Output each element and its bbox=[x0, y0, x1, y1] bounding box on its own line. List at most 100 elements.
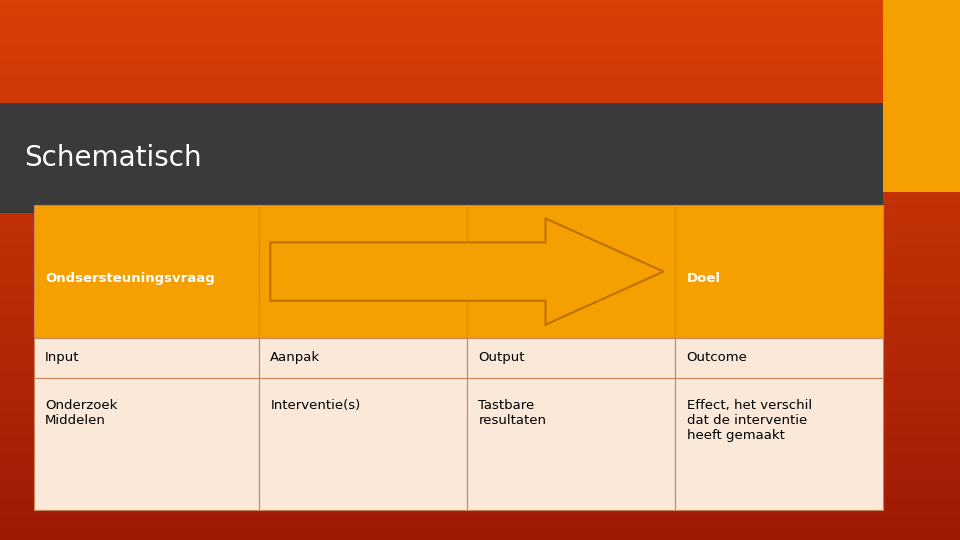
Bar bbox=[0, 494, 960, 497]
Bar bbox=[0, 524, 960, 526]
Bar bbox=[0, 122, 960, 124]
Bar bbox=[0, 286, 960, 289]
Bar bbox=[0, 497, 960, 500]
Bar bbox=[0, 462, 960, 464]
Bar bbox=[0, 227, 960, 229]
Bar bbox=[0, 297, 960, 300]
Bar bbox=[0, 70, 960, 73]
Bar bbox=[0, 405, 960, 408]
Bar bbox=[0, 14, 960, 16]
Bar bbox=[0, 354, 960, 356]
Bar bbox=[0, 213, 960, 216]
Bar bbox=[0, 491, 960, 494]
Bar bbox=[0, 219, 960, 221]
Text: Tastbare
resultaten: Tastbare resultaten bbox=[478, 399, 546, 427]
Bar bbox=[0, 500, 960, 502]
Bar bbox=[0, 189, 960, 192]
Bar bbox=[34, 338, 259, 377]
Bar bbox=[0, 208, 960, 211]
Text: Interventie(s): Interventie(s) bbox=[271, 399, 361, 412]
Bar bbox=[0, 54, 960, 57]
Bar bbox=[0, 76, 960, 78]
Bar bbox=[0, 472, 960, 475]
Bar bbox=[0, 416, 960, 418]
Bar bbox=[259, 338, 467, 377]
Bar bbox=[0, 481, 960, 483]
Bar bbox=[0, 127, 960, 130]
Bar bbox=[0, 459, 960, 462]
Bar bbox=[0, 86, 960, 89]
Bar bbox=[0, 502, 960, 505]
Bar bbox=[0, 81, 960, 84]
Bar bbox=[0, 46, 960, 49]
Bar bbox=[0, 340, 960, 343]
Bar bbox=[0, 73, 960, 76]
Bar bbox=[0, 394, 960, 397]
Bar bbox=[0, 392, 960, 394]
Bar bbox=[0, 97, 960, 100]
Bar bbox=[467, 377, 675, 510]
Bar bbox=[0, 364, 960, 367]
Bar bbox=[0, 467, 960, 470]
Bar bbox=[0, 292, 960, 294]
Bar bbox=[0, 324, 960, 327]
Bar bbox=[0, 148, 960, 151]
Bar bbox=[0, 343, 960, 346]
Bar bbox=[0, 321, 960, 324]
Bar bbox=[0, 429, 960, 432]
Bar bbox=[0, 262, 960, 265]
Bar bbox=[0, 516, 960, 518]
Bar bbox=[0, 275, 960, 278]
Bar bbox=[0, 92, 960, 94]
Bar bbox=[0, 59, 960, 62]
Bar bbox=[0, 216, 960, 219]
Bar bbox=[0, 78, 960, 81]
Bar bbox=[0, 308, 960, 310]
Bar bbox=[0, 211, 960, 213]
Bar bbox=[0, 238, 960, 240]
Bar bbox=[0, 84, 960, 86]
Bar bbox=[0, 413, 960, 416]
Bar bbox=[0, 246, 960, 248]
Bar bbox=[0, 178, 960, 181]
Bar bbox=[0, 470, 960, 472]
Bar bbox=[0, 518, 960, 521]
Bar bbox=[34, 377, 259, 510]
Bar bbox=[0, 424, 960, 427]
Bar bbox=[0, 294, 960, 297]
Bar bbox=[0, 448, 960, 451]
Bar bbox=[0, 159, 960, 162]
Bar bbox=[0, 510, 960, 513]
Bar bbox=[0, 116, 960, 119]
Bar bbox=[0, 68, 960, 70]
Bar bbox=[0, 135, 960, 138]
Bar bbox=[0, 273, 960, 275]
Bar bbox=[0, 167, 960, 170]
Bar bbox=[0, 105, 960, 108]
Bar bbox=[0, 513, 960, 516]
Bar bbox=[0, 508, 960, 510]
Bar bbox=[0, 51, 960, 54]
Bar bbox=[0, 281, 960, 284]
Bar bbox=[0, 230, 960, 232]
Bar bbox=[0, 435, 960, 437]
Bar bbox=[0, 197, 960, 200]
Bar bbox=[0, 32, 960, 35]
Bar bbox=[0, 373, 960, 375]
Bar bbox=[0, 440, 960, 443]
Bar bbox=[0, 119, 960, 122]
Bar bbox=[0, 270, 960, 273]
Bar bbox=[0, 432, 960, 435]
Bar bbox=[0, 19, 960, 22]
Polygon shape bbox=[271, 219, 663, 325]
Bar bbox=[0, 132, 960, 135]
Bar bbox=[0, 302, 960, 305]
Bar bbox=[0, 259, 960, 262]
Bar bbox=[0, 22, 960, 24]
Bar bbox=[675, 205, 883, 338]
Bar bbox=[0, 383, 960, 386]
Bar bbox=[0, 62, 960, 65]
Bar bbox=[0, 367, 960, 370]
Bar bbox=[0, 362, 960, 364]
Bar bbox=[0, 529, 960, 532]
